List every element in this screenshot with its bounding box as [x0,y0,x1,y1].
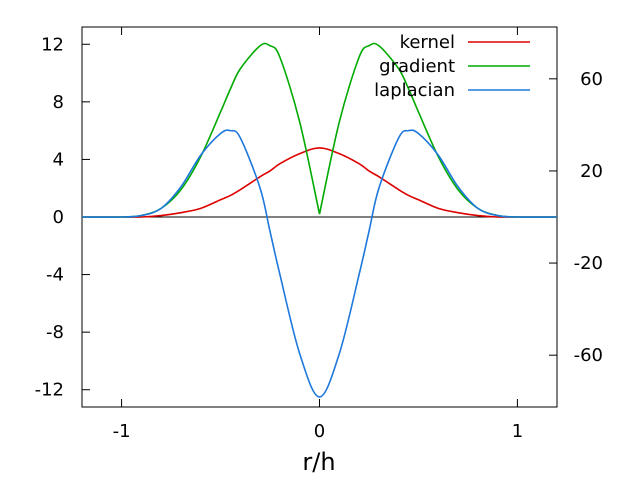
y-tick-label: 4 [53,149,64,170]
y-tick-label: -4 [46,265,64,286]
series-line-gradient [81,42,558,218]
y2-tick-label: 20 [580,161,603,182]
legend-label-laplacian: laplacian [374,80,455,101]
series-line-kernel [82,147,557,218]
y-tick-label: 12 [41,34,64,55]
tick-labels: -12 -8 -4 0 4 8 12 -60 -20 20 60 -1 0 1 [35,34,603,442]
legend: kernel gradient laplacian [374,32,530,101]
y2-tick-label: -60 [574,345,603,366]
x-axis-title: r/h [302,448,335,476]
x-tick-label: 1 [512,421,523,442]
y-tick-label: -12 [35,380,64,401]
y-tick-label: 8 [53,92,64,113]
x-tick-label: 0 [314,421,325,442]
series-layer [81,42,558,398]
x-tick-label: -1 [113,421,131,442]
y-tick-label: 0 [53,207,64,228]
y2-tick-label: 60 [580,69,603,90]
y-tick-label: -8 [46,322,64,343]
y2-tick-label: -20 [574,253,603,274]
legend-label-gradient: gradient [379,56,455,77]
series-line-laplacian [81,129,558,398]
legend-label-kernel: kernel [400,32,455,53]
